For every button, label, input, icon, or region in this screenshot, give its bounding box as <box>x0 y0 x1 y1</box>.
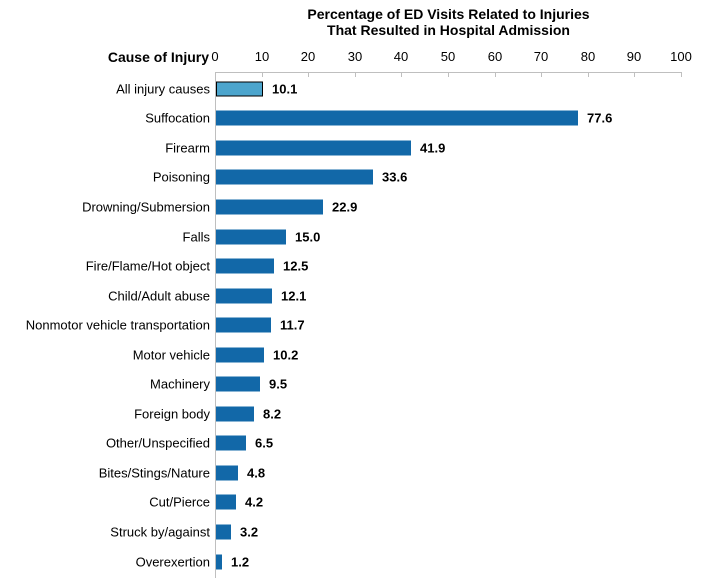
category-label: Fire/Flame/Hot object <box>85 258 210 274</box>
category-label: All injury causes <box>116 81 210 97</box>
bar-row: Poisoning 33.6 <box>0 163 706 193</box>
bar <box>216 140 411 156</box>
value-label: 11.7 <box>280 317 305 333</box>
x-axis-tick-label: 30 <box>347 49 363 64</box>
bar-row: Child/Adult abuse 12.1 <box>0 281 706 311</box>
x-axis-tick-mark <box>215 72 216 77</box>
category-label: Motor vehicle <box>132 347 210 363</box>
x-axis-tick-label: 40 <box>393 49 409 64</box>
value-label: 22.9 <box>332 199 358 215</box>
category-label: Firearm <box>165 140 210 156</box>
category-label: Overexertion <box>135 554 210 570</box>
value-label: 4.2 <box>245 494 264 510</box>
bar-row: Fire/Flame/Hot object 12.5 <box>0 251 706 281</box>
bar <box>216 435 246 451</box>
y-axis-title: Cause of Injury <box>107 49 209 65</box>
value-label: 41.9 <box>420 140 446 156</box>
bar <box>216 288 272 304</box>
category-label: Cut/Pierce <box>149 494 210 510</box>
chart-title: Percentage of ED Visits Related to Injur… <box>215 6 682 38</box>
category-label: Drowning/Submersion <box>82 199 210 215</box>
category-label: Nonmotor vehicle transportation <box>25 317 210 333</box>
value-label: 6.5 <box>255 435 274 451</box>
bar-row: Other/Unspecified 6.5 <box>0 429 706 459</box>
x-axis-tick-mark <box>495 72 496 77</box>
bar <box>216 169 373 185</box>
value-label: 15.0 <box>295 229 321 245</box>
bar <box>216 406 254 422</box>
bar-row: Nonmotor vehicle transportation 11.7 <box>0 310 706 340</box>
bar-row: Overexertion 1.2 <box>0 547 706 577</box>
bar <box>216 524 231 540</box>
category-label: Machinery <box>150 376 210 392</box>
x-axis-tick-mark <box>448 72 449 77</box>
y-axis-line <box>215 72 216 578</box>
x-axis-tick-label: 70 <box>533 49 549 64</box>
bar <box>216 554 222 570</box>
category-label: Child/Adult abuse <box>108 288 210 304</box>
x-axis-tick-label: 80 <box>580 49 596 64</box>
x-axis-tick-label: 100 <box>670 49 692 64</box>
x-axis-tick-mark <box>588 72 589 77</box>
value-label: 1.2 <box>231 554 250 570</box>
category-label: Suffocation <box>145 110 210 126</box>
x-axis-tick-mark <box>401 72 402 77</box>
bar-row: Drowning/Submersion 22.9 <box>0 192 706 222</box>
value-label: 77.6 <box>587 110 613 126</box>
value-label: 9.5 <box>269 376 288 392</box>
bar-row: Foreign body 8.2 <box>0 399 706 429</box>
bar <box>216 229 286 245</box>
bar-row: Struck by/against 3.2 <box>0 517 706 547</box>
bar <box>216 110 578 126</box>
category-label: Foreign body <box>134 406 210 422</box>
x-axis-tick-mark <box>541 72 542 77</box>
x-axis-tick-mark <box>355 72 356 77</box>
bar <box>216 199 323 215</box>
category-label: Struck by/against <box>110 524 210 540</box>
x-axis-tick-label: 20 <box>300 49 316 64</box>
bar-row: Motor vehicle 10.2 <box>0 340 706 370</box>
chart-title-line-1: Percentage of ED Visits Related to Injur… <box>307 6 590 22</box>
category-label: Bites/Stings/Nature <box>98 465 210 481</box>
bar-row: All injury causes 10.1 <box>0 74 706 104</box>
value-label: 8.2 <box>263 406 282 422</box>
value-label: 12.1 <box>281 288 307 304</box>
bar <box>216 494 236 510</box>
bar <box>216 258 274 274</box>
bar <box>216 81 263 97</box>
bar <box>216 317 271 333</box>
x-axis-tick-mark <box>308 72 309 77</box>
bar-row: Firearm 41.9 <box>0 133 706 163</box>
x-axis-tick-mark <box>262 72 263 77</box>
chart-title-line-2: That Resulted in Hospital Admission <box>327 21 570 38</box>
bar-row: Bites/Stings/Nature 4.8 <box>0 458 706 488</box>
value-label: 4.8 <box>247 465 266 481</box>
category-label: Other/Unspecified <box>105 435 210 451</box>
x-axis-tick-label: 0 <box>211 49 219 64</box>
value-label: 3.2 <box>240 524 259 540</box>
bar-row: Machinery 9.5 <box>0 370 706 400</box>
value-label: 10.1 <box>272 81 298 97</box>
x-axis-tick-label: 50 <box>440 49 456 64</box>
x-axis-tick-mark <box>634 72 635 77</box>
value-label: 10.2 <box>273 347 299 363</box>
bar <box>216 347 264 363</box>
value-label: 12.5 <box>283 258 309 274</box>
bar <box>216 376 260 392</box>
x-axis-tick-label: 10 <box>254 49 270 64</box>
category-label: Falls <box>182 229 210 245</box>
x-axis-tick-mark <box>681 72 682 77</box>
bar <box>216 465 238 481</box>
bar-row: Falls 15.0 <box>0 222 706 252</box>
category-label: Poisoning <box>152 169 210 185</box>
bar-row: Cut/Pierce 4.2 <box>0 488 706 518</box>
x-axis-tick-label: 90 <box>626 49 642 64</box>
bar-row: Suffocation 77.6 <box>0 104 706 134</box>
x-axis-tick-label: 60 <box>487 49 503 64</box>
value-label: 33.6 <box>382 169 408 185</box>
